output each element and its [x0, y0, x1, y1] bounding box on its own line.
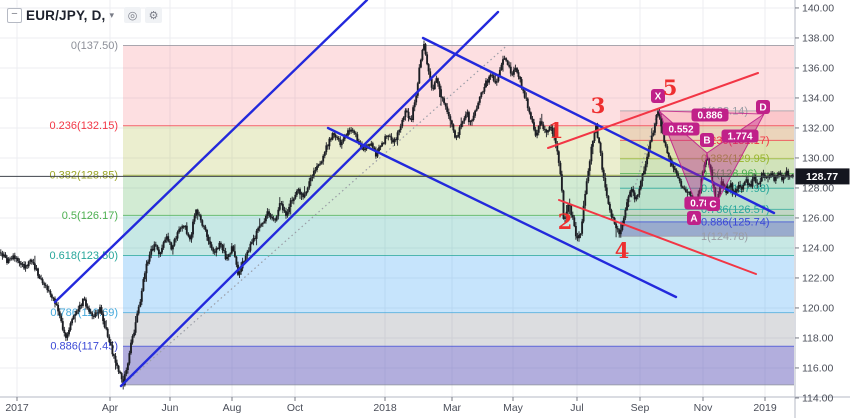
price-tick-label: 130.00 [802, 152, 834, 164]
svg-text:128.77: 128.77 [806, 171, 838, 183]
time-tick-label: Aug [223, 402, 242, 414]
fib-level-label: 0(137.50) [71, 40, 118, 52]
price-tick-label: 128.00 [802, 182, 834, 194]
price-tick-label: 138.00 [802, 32, 834, 44]
fib-band [620, 158, 794, 174]
time-tick-label: Apr [102, 402, 119, 414]
trend-line-red-wave-resistance[interactable] [547, 72, 759, 149]
fib-band [123, 312, 794, 347]
time-tick-label: May [503, 402, 524, 414]
time-tick-label: Jun [162, 402, 179, 414]
fib-band [620, 221, 794, 237]
time-tick-label: 2018 [373, 402, 397, 414]
trend-line-descending-upper[interactable] [421, 36, 776, 215]
price-tick-label: 122.00 [802, 272, 834, 284]
price-tick-label: 118.00 [802, 332, 833, 344]
fib-band [620, 140, 794, 159]
fib-band [620, 209, 794, 222]
time-tick-label: Nov [694, 402, 713, 414]
fib-level-label: 0.5(126.17) [62, 210, 118, 222]
pattern-point-badge-A[interactable]: A [687, 211, 701, 225]
trend-line-descending-lower[interactable] [326, 126, 678, 299]
svg-text:A: A [690, 214, 697, 225]
fib-band [123, 45, 794, 126]
time-tick-label: Jul [570, 402, 583, 414]
last-price-badge: 128.77 [795, 168, 850, 185]
svg-text:0.78: 0.78 [690, 199, 710, 210]
trend-line-ascending-channel-lower[interactable] [119, 10, 500, 388]
fib-level-label: 0.5(128.96) [701, 168, 757, 180]
svg-text:0.552: 0.552 [668, 125, 693, 136]
price-tick-label: 132.00 [802, 122, 834, 134]
eye-icon[interactable]: ◎ [124, 7, 142, 23]
price-tick-label: 134.00 [802, 92, 834, 104]
fib-level-label: 0.886(125.74) [701, 216, 770, 228]
fib-level-label: 0.382(128.85) [50, 170, 119, 182]
pattern-point-badge-X[interactable]: X [651, 89, 665, 103]
pattern-point-badge-B[interactable]: B [700, 133, 714, 147]
price-tick-label: 120.00 [802, 302, 834, 314]
time-scale[interactable] [0, 397, 795, 418]
time-tick-label: Oct [287, 402, 303, 414]
svg-text:B: B [703, 136, 710, 147]
xabcd-pattern[interactable]: 0.552 0.886 1.774 0.78 X A B C D [651, 89, 770, 225]
fib-level-label: 0.886(117.45) [50, 341, 118, 353]
chevron-down-icon[interactable]: ▾ [109, 9, 115, 20]
time-tick-label: 2017 [5, 402, 29, 414]
candlestick-series [0, 40, 794, 390]
pattern-point-badge-D[interactable]: D [756, 100, 770, 114]
settings-gear-icon[interactable]: ⚙ [145, 7, 163, 23]
pattern-point-badge-C[interactable]: C [706, 197, 720, 211]
fib-level-label: 1(124.78) [701, 231, 748, 243]
fib-band [123, 255, 794, 313]
fib-band [123, 346, 794, 385]
collapse-icon[interactable]: − [7, 7, 22, 23]
svg-text:X: X [655, 92, 662, 103]
elliott-wave-label-2[interactable]: 2 [558, 209, 573, 234]
time-tick-label: 2019 [753, 402, 777, 414]
symbol-title[interactable]: EUR/JPY, D, [26, 7, 106, 23]
svg-text:D: D [759, 103, 766, 114]
pattern-ratio-badge-1.774[interactable]: 1.774 [721, 129, 759, 143]
svg-text:1.774: 1.774 [727, 132, 752, 143]
elliott-wave-label-1[interactable]: 1 [549, 118, 564, 143]
svg-text:0.886: 0.886 [697, 111, 722, 122]
elliott-wave-label-3[interactable]: 3 [591, 93, 606, 118]
trend-line-red-wave-support[interactable] [558, 199, 757, 275]
price-tick-label: 124.00 [802, 242, 834, 254]
price-scale[interactable] [795, 0, 850, 418]
pattern-ratio-badge-0.552[interactable]: 0.552 [662, 122, 700, 136]
fib-level-label: 0.236(132.15) [50, 120, 119, 132]
candle-bodies [0, 44, 794, 386]
price-tick-label: 136.00 [802, 62, 834, 74]
pattern-ratio-badge-0.886[interactable]: 0.886 [691, 108, 729, 122]
fib-level-label: 0.382(129.95) [701, 153, 770, 165]
time-tick-label: Mar [443, 402, 462, 414]
elliott-wave-label-5[interactable]: 5 [663, 75, 678, 100]
fib-band [123, 175, 794, 216]
price-tick-label: 116.00 [802, 362, 833, 374]
time-tick-label: Sep [631, 402, 650, 414]
elliott-wave-label-4[interactable]: 4 [615, 238, 630, 263]
price-tick-label: 126.00 [802, 212, 834, 224]
chart-legend: − EUR/JPY, D, ▾ ◎ ⚙ [7, 7, 163, 23]
price-tick-label: 114.00 [802, 392, 833, 404]
svg-text:C: C [709, 200, 716, 211]
grid [0, 0, 794, 399]
trend-line-ascending-channel-upper[interactable] [53, 0, 369, 304]
price-tick-label: 140.00 [802, 2, 834, 14]
